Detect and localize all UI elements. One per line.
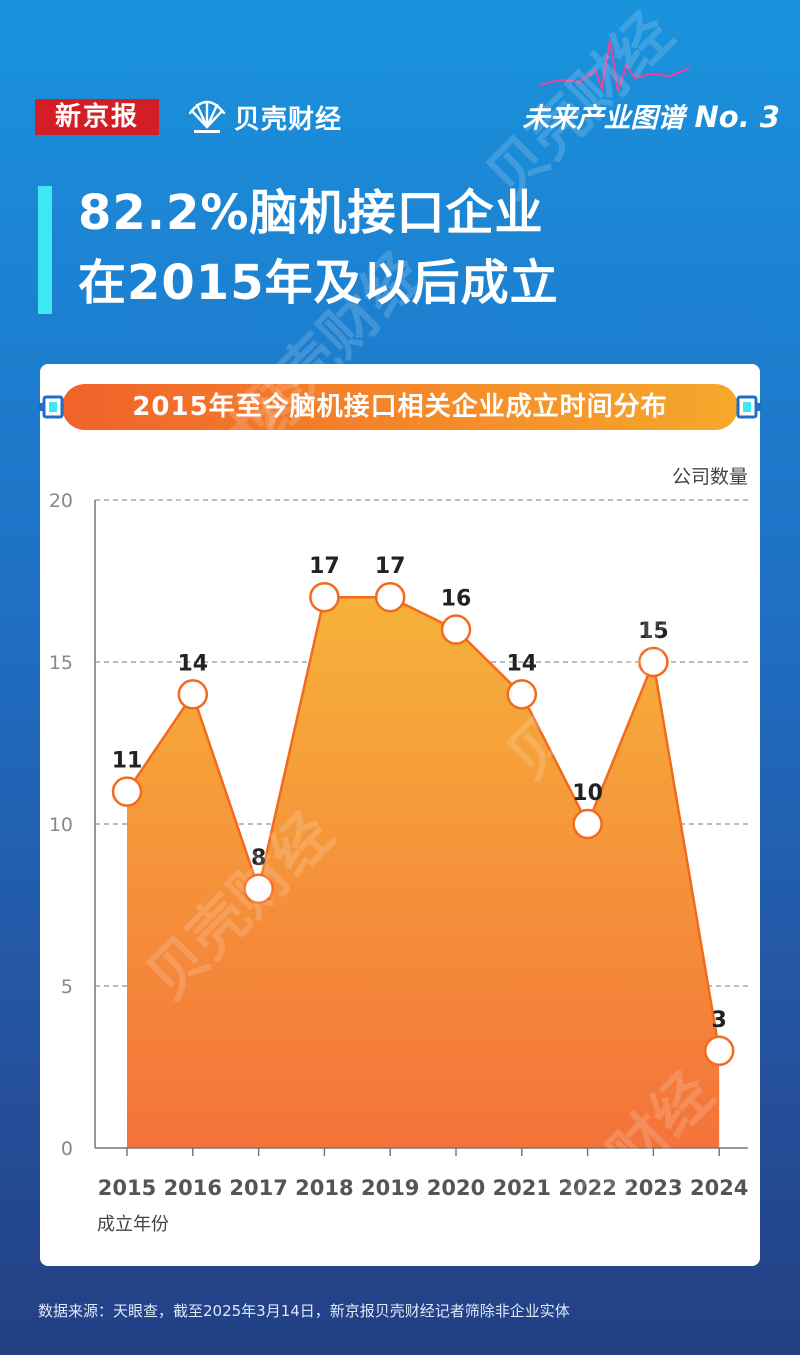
data-label: 11 (112, 749, 143, 774)
y-tick-label: 20 (49, 490, 73, 512)
y-tick-label: 5 (61, 976, 73, 998)
data-point (703, 1035, 735, 1067)
x-tick-label: 2024 (690, 1176, 748, 1200)
data-label: 10 (572, 781, 603, 806)
x-tick-label: 2015 (98, 1176, 156, 1200)
data-point (440, 614, 472, 645)
shell-icon (188, 100, 226, 133)
headline-line-1: 82.2%脑机接口企业 (78, 185, 544, 241)
brand-secondary-label: 贝壳财经 (234, 104, 343, 135)
data-point (572, 808, 603, 840)
plug-right-icon (736, 395, 762, 419)
headline-line-2: 在2015年及以后成立 (78, 255, 559, 311)
data-point (177, 679, 209, 710)
headline: 82.2%脑机接口企业 在2015年及以后成立 (78, 178, 559, 318)
x-tick-label: 2023 (624, 1176, 682, 1200)
x-tick-label: 2019 (361, 1176, 419, 1200)
data-source-note: 数据来源：天眼查，截至2025年3月14日，新京报贝壳财经记者筛除非企业实体 (38, 1302, 570, 1320)
data-label: 17 (309, 554, 340, 579)
header: 新京报 贝壳财经 未来产业图谱 No. 3 (0, 0, 800, 160)
data-point (243, 873, 274, 905)
data-label: 14 (177, 651, 208, 676)
plug-left-icon (38, 395, 64, 419)
x-tick-label: 2016 (164, 1176, 222, 1200)
x-tick-label: 2021 (493, 1176, 551, 1200)
series-name: 未来产业图谱 (522, 103, 685, 134)
y-tick-label: 10 (49, 814, 73, 836)
data-label: 8 (251, 846, 266, 871)
data-label: 3 (712, 1008, 727, 1033)
data-point (638, 646, 669, 678)
x-tick-label: 2017 (229, 1176, 287, 1200)
series-label: 未来产业图谱 No. 3 (523, 96, 781, 135)
data-label: 14 (506, 651, 537, 676)
y-tick-label: 0 (61, 1138, 73, 1160)
chart-title: 2015年至今脑机接口相关企业成立时间分布 (62, 384, 738, 430)
data-point (374, 581, 406, 613)
y-tick-label: 15 (49, 652, 73, 674)
data-label: 17 (375, 554, 406, 579)
brand-logo-xinjingbao: 新京报 (35, 99, 159, 135)
data-label: 16 (441, 587, 472, 612)
series-number: No. 3 (694, 100, 781, 134)
x-tick-label: 2020 (427, 1176, 485, 1200)
data-point (506, 679, 538, 710)
headline-accent-bar (38, 186, 52, 314)
series-line (125, 595, 721, 1052)
x-tick-label: 2018 (295, 1176, 353, 1200)
data-point (309, 581, 340, 613)
x-tick-label: 2022 (558, 1176, 616, 1200)
brand-logo-beike: 贝壳财经 (186, 97, 342, 137)
data-label: 15 (638, 619, 669, 644)
x-axis-label: 成立年份 (97, 1214, 169, 1235)
y-axis-label: 公司数量 (672, 466, 748, 488)
pulse-decoration-icon (540, 39, 690, 93)
data-point (111, 776, 143, 807)
area-fill (127, 597, 720, 1148)
